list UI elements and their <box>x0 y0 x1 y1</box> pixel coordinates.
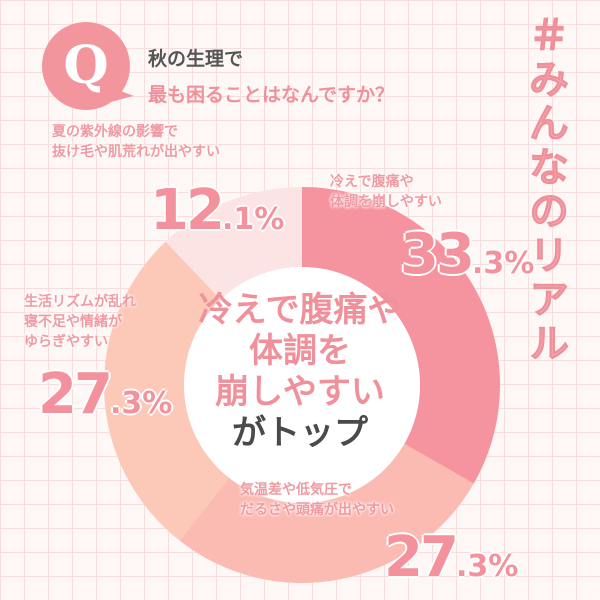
slice-label-1: 気温差や低気圧で だるさや頭痛が出やすい <box>240 480 394 520</box>
label-line: 寝不足や情緒が <box>24 314 122 330</box>
hashtag: ＃みんなのリアル <box>522 14 569 367</box>
value-int: 27 <box>384 525 459 590</box>
center-line: 体調を <box>249 331 351 371</box>
slice-label-2: 生活リズムが乱れ 寝不足や情緒が ゆらぎやすい <box>24 292 136 352</box>
center-summary: 冷えで腹痛や 体調を 崩しやすい がトップ <box>185 290 415 454</box>
label-line: 生活リズムが乱れ <box>24 294 136 310</box>
value-dec: .3% <box>109 386 173 421</box>
slice-value-0: 33.3% <box>400 222 534 287</box>
donut-slice-2 <box>104 241 230 541</box>
center-line: 崩しやすい <box>215 372 385 412</box>
donut-slice-3 <box>165 187 302 300</box>
donut-slice-0 <box>302 187 500 484</box>
value-int: 12 <box>150 178 225 243</box>
value-int: 27 <box>38 362 113 427</box>
label-line: 夏の紫外線の影響で <box>52 124 178 140</box>
label-line: ゆらぎやすい <box>24 334 108 350</box>
donut-hole <box>184 267 420 503</box>
center-line-top: がトップ <box>232 413 368 453</box>
donut-slice-1 <box>179 443 474 583</box>
q-icon-letter: Q <box>63 35 109 96</box>
slice-value-3: 12.1% <box>150 178 284 243</box>
question-line-1: 秋の生理で <box>148 48 244 70</box>
question-bubble-icon <box>42 22 130 110</box>
label-line: 冷えで腹痛や <box>330 174 414 190</box>
label-line: 気温差や低気圧で <box>240 482 352 498</box>
value-dec: .3% <box>455 549 519 584</box>
slice-value-2: 27.3% <box>38 362 172 427</box>
value-dec: .3% <box>471 246 535 281</box>
slice-label-3: 夏の紫外線の影響で 抜け毛や肌荒れが出やすい <box>52 122 220 162</box>
value-dec: .1% <box>221 202 285 237</box>
question-line-2: 最も困ることはなんですか？ <box>148 84 395 106</box>
value-int: 33 <box>400 222 475 287</box>
center-line: 冷えで腹痛や <box>198 290 402 330</box>
slice-value-1: 27.3% <box>384 525 518 590</box>
label-line: 抜け毛や肌荒れが出やすい <box>52 144 220 160</box>
label-line: だるさや頭痛が出やすい <box>240 502 394 518</box>
label-line: 体調を崩しやすい <box>330 194 442 210</box>
slice-label-0: 冷えで腹痛や 体調を崩しやすい <box>330 172 442 212</box>
